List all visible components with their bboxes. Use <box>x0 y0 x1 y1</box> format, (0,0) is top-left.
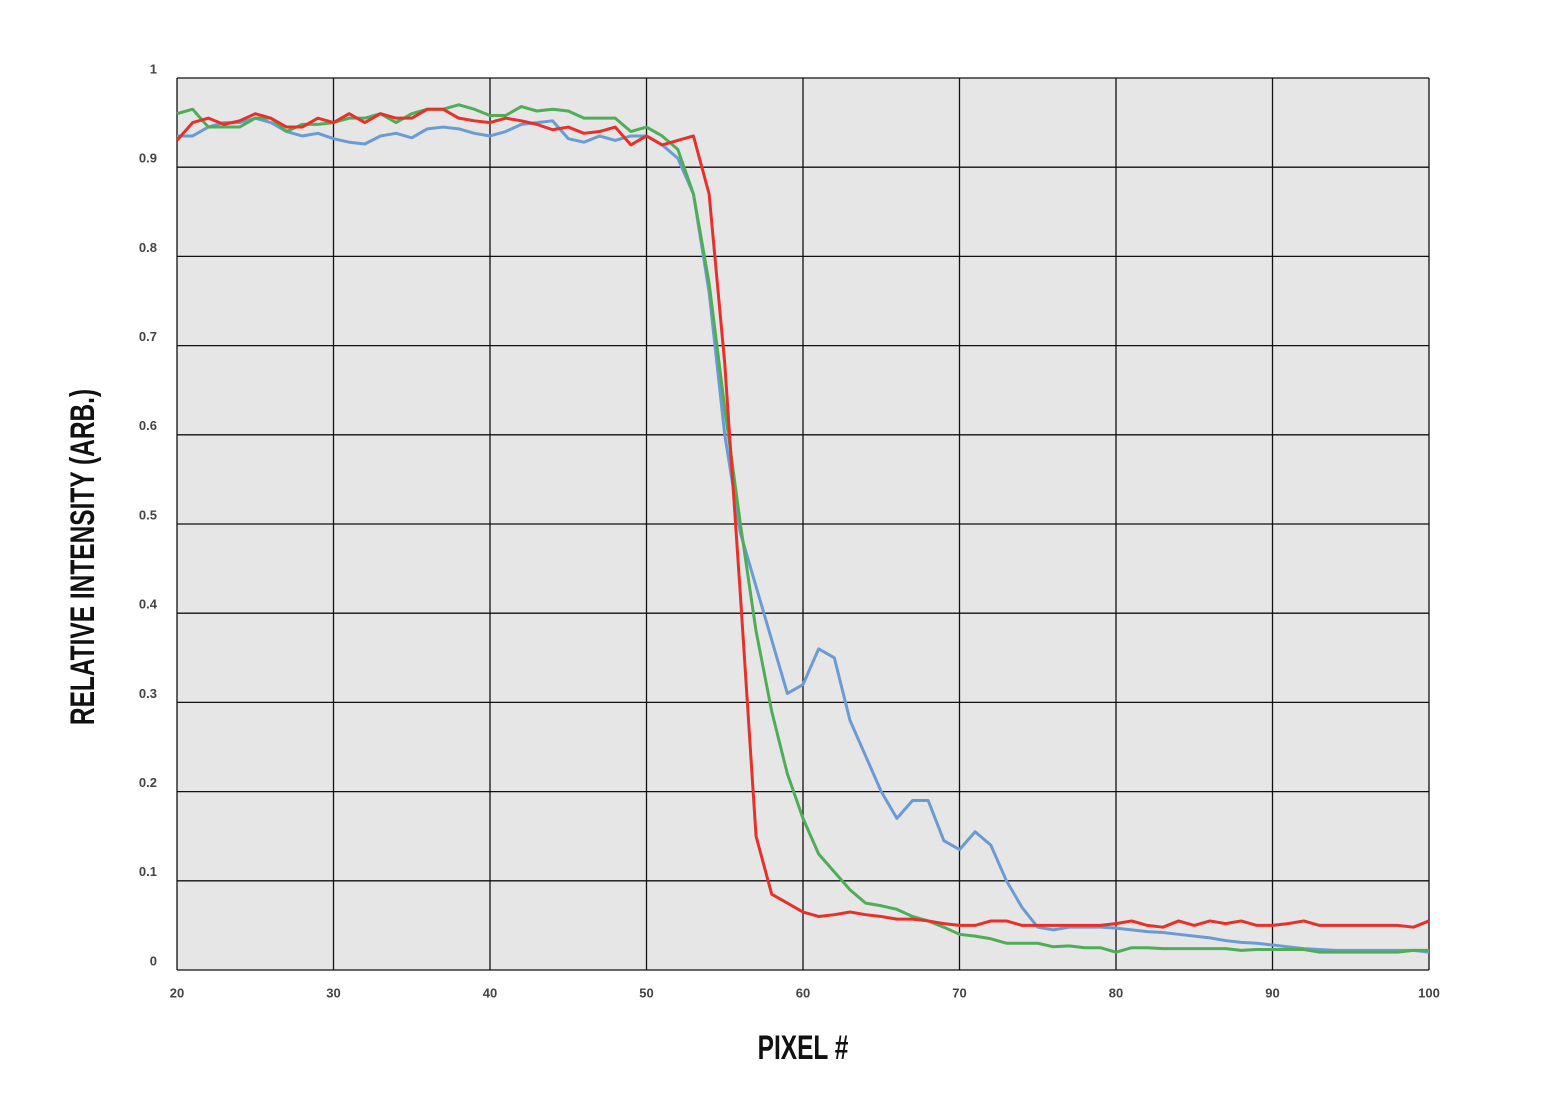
series-line <box>175 107 1430 929</box>
y-tick-label: 0.8 <box>139 240 157 255</box>
x-tick-label: 30 <box>326 985 340 1000</box>
x-tick-label: 80 <box>1109 985 1123 1000</box>
y-tick-label: 0.5 <box>139 507 157 522</box>
y-tick-label: 0.4 <box>139 597 158 612</box>
x-tick-label: 20 <box>170 985 184 1000</box>
x-tick-label: 100 <box>1418 985 1440 1000</box>
y-tick-label: 0.3 <box>139 686 157 701</box>
y-tick-label: 1 <box>150 61 157 76</box>
y-tick-label: 0.7 <box>139 329 157 344</box>
x-tick-label: 60 <box>796 985 810 1000</box>
series-line <box>177 116 1430 954</box>
y-tick-label: 0.6 <box>139 418 157 433</box>
y-tick-label: 0.2 <box>139 775 157 790</box>
y-tick-label: 0 <box>150 953 157 968</box>
y-tick-label: 0.1 <box>139 864 157 879</box>
x-tick-label: 50 <box>639 985 653 1000</box>
x-tick-label: 40 <box>483 985 497 1000</box>
x-tick-label: 70 <box>952 985 966 1000</box>
x-axis-title: PIXEL # <box>758 1029 849 1067</box>
x-tick-label: 90 <box>1265 985 1279 1000</box>
y-tick-label: 0.9 <box>139 151 157 166</box>
y-axis-title: RELATIVE INTENSITY (ARB.) <box>64 389 102 725</box>
